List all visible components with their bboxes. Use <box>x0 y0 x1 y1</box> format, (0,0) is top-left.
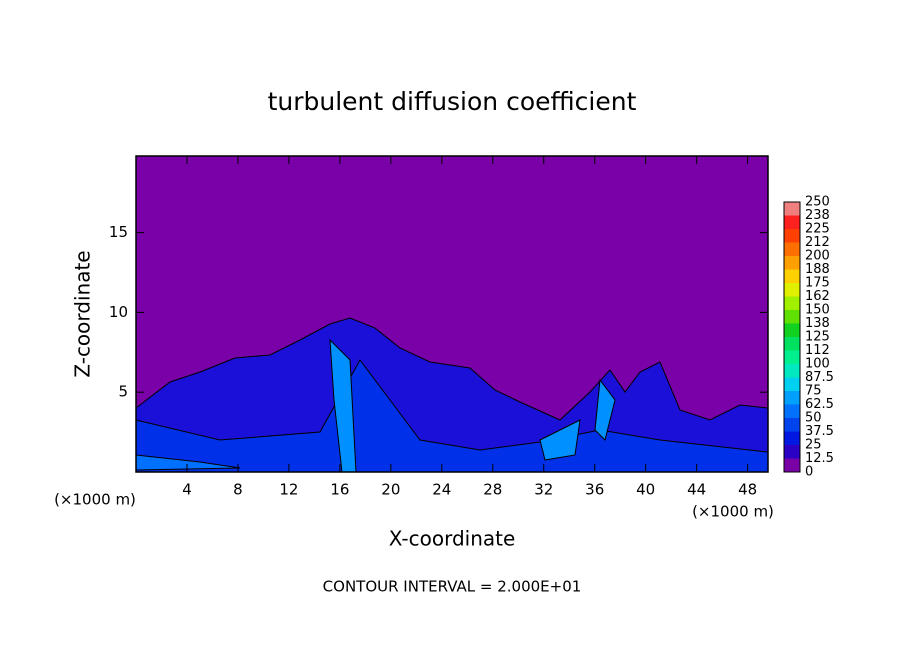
colorbar-label: 75 <box>805 384 822 399</box>
colorbar-cell <box>784 458 800 472</box>
x-tick-label: 32 <box>534 481 553 499</box>
colorbar-label: 62.5 <box>805 397 834 412</box>
colorbar-label: 138 <box>805 316 830 331</box>
plot-frame <box>135 155 769 473</box>
colorbar-label: 175 <box>805 276 830 291</box>
colorbar-cell <box>784 256 800 270</box>
x-tick-label: 24 <box>432 481 451 499</box>
colorbar-label: 50 <box>805 411 822 426</box>
x-tick-label: 16 <box>330 481 349 499</box>
colorbar-label: 87.5 <box>805 370 834 385</box>
colorbar-cell <box>784 377 800 391</box>
y-tick-label: 5 <box>118 383 128 401</box>
colorbar-label: 12.5 <box>805 451 834 466</box>
colorbar-label: 188 <box>805 262 830 277</box>
colorbar-label: 150 <box>805 303 830 318</box>
colorbar-cell <box>784 269 800 283</box>
colorbar-label: 238 <box>805 208 830 223</box>
x-tick-label: 20 <box>381 481 400 499</box>
colorbar-cell <box>784 242 800 256</box>
colorbar-cell <box>784 404 800 418</box>
colorbar-cell <box>784 229 800 243</box>
x-tick-label: 48 <box>738 481 757 499</box>
colorbar-cell <box>784 364 800 378</box>
field <box>135 156 769 473</box>
colorbar-cell <box>784 337 800 351</box>
colorbar-cell <box>784 310 800 324</box>
colorbar-label: 100 <box>805 357 830 372</box>
colorbar-cell <box>784 445 800 459</box>
x-unit-label: (×1000 m) <box>54 491 136 509</box>
colorbar-cell <box>784 431 800 445</box>
x-axis-label: X-coordinate <box>389 527 516 551</box>
colorbar-cell <box>784 202 800 216</box>
colorbar-label: 250 <box>805 195 830 210</box>
colorbar-label: 200 <box>805 249 830 264</box>
colorbar-cell <box>784 296 800 310</box>
colorbar-cell <box>784 283 800 297</box>
colorbar-label: 212 <box>805 235 830 250</box>
colorbar-label: 125 <box>805 330 830 345</box>
x-tick-label: 12 <box>279 481 298 499</box>
colorbar-cell <box>784 350 800 364</box>
chart-title: turbulent diffusion coefficient <box>268 87 637 116</box>
x-tick-label: 8 <box>233 481 243 499</box>
footer-note: CONTOUR INTERVAL = 2.000E+01 <box>323 578 582 596</box>
y-axis-label: Z-coordinate <box>71 250 95 377</box>
colorbar-cell <box>784 215 800 229</box>
y-tick-label: 10 <box>109 303 128 321</box>
colorbar-label: 112 <box>805 343 830 358</box>
x-tick-label: 28 <box>483 481 502 499</box>
colorbar-frame <box>783 201 801 473</box>
colorbar-label: 0 <box>805 465 813 480</box>
x-unit-label: (×1000 m) <box>692 503 774 521</box>
x-tick-label: 36 <box>585 481 604 499</box>
colorbar-cell <box>784 391 800 405</box>
colorbar-cell <box>784 418 800 432</box>
y-tick-label: 15 <box>109 223 128 241</box>
x-tick-label: 4 <box>182 481 192 499</box>
colorbar-label: 162 <box>805 289 830 304</box>
x-tick-label: 44 <box>687 481 706 499</box>
colorbar-label: 225 <box>805 222 830 237</box>
x-tick-label: 40 <box>636 481 655 499</box>
colorbar-label: 37.5 <box>805 424 834 439</box>
colorbar-cell <box>784 323 800 337</box>
colorbar-label: 25 <box>805 438 822 453</box>
